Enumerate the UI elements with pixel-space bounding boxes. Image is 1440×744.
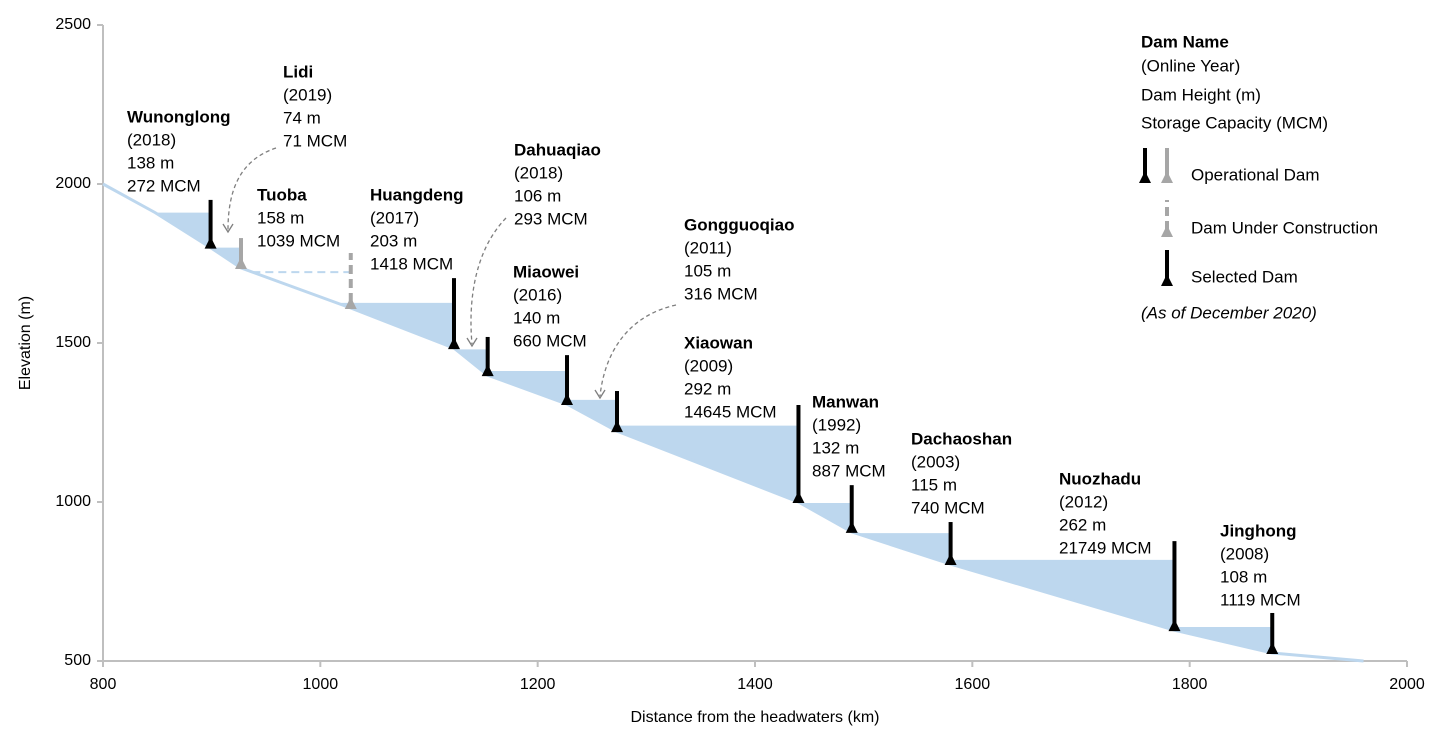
dam-storage: 887 MCM [812, 461, 886, 480]
dam-name: Jinghong [1220, 521, 1296, 540]
dam-height: 132 m [812, 438, 859, 457]
dam-height: 108 m [1220, 567, 1267, 586]
arrow-head [594, 389, 606, 400]
dam-name: Gongguoqiao [684, 215, 794, 234]
reservoir [336, 302, 454, 349]
legend-icon-base [1161, 225, 1173, 237]
dam-year: (2018) [127, 130, 176, 149]
dam-year: (2019) [283, 85, 332, 104]
dam-storage: 14645 MCM [684, 402, 777, 421]
x-tick-label: 800 [90, 676, 117, 693]
dam-base [1168, 619, 1181, 632]
dam-base [561, 393, 574, 406]
dam-year: (2017) [370, 208, 419, 227]
dam-year: (2016) [513, 285, 562, 304]
legend-note: (As of December 2020) [1141, 303, 1317, 322]
dam-storage: 1119 MCM [1220, 590, 1301, 609]
dam-base [792, 491, 805, 503]
legend-line: Dam Height (m) [1141, 85, 1261, 104]
dam-name: Lidi [283, 62, 313, 81]
dam-year: (2011) [684, 238, 732, 257]
dam-height: 74 m [283, 108, 321, 127]
dam-base [204, 236, 217, 249]
y-tick-label: 500 [64, 652, 91, 669]
pointer-arrow [599, 304, 677, 397]
legend-label: Operational Dam [1191, 165, 1320, 184]
pointer-arrow [470, 217, 507, 345]
dam-storage: 740 MCM [911, 498, 985, 517]
reservoir [555, 399, 617, 432]
y-tick-label: 1500 [55, 334, 91, 351]
dam-year: (2018) [514, 163, 563, 182]
x-tick-label: 1600 [955, 676, 991, 693]
dam-height: 138 m [127, 153, 174, 172]
legend-title: Dam Name [1141, 32, 1229, 51]
dam-name: Miaowei [513, 262, 579, 281]
x-tick-label: 2000 [1389, 676, 1425, 693]
dam-height: 115 m [911, 475, 957, 494]
dam-storage: 1418 MCM [370, 254, 453, 273]
dam-name: Tuoba [257, 185, 307, 204]
dam-base [235, 256, 248, 269]
dam-name: Manwan [812, 392, 879, 411]
y-tick-label: 1000 [55, 493, 91, 510]
x-tick-label: 1200 [520, 676, 556, 693]
dam-name: Huangdeng [370, 185, 464, 204]
dam-height: 158 m [257, 208, 304, 227]
dam-height: 203 m [370, 231, 417, 250]
y-tick-label: 2000 [55, 175, 91, 192]
x-axis-title: Distance from the headwaters (km) [631, 709, 880, 726]
x-tick-label: 1000 [303, 676, 339, 693]
dam-height: 106 m [514, 186, 561, 205]
dam-storage: 293 MCM [514, 209, 588, 228]
dam-base [447, 337, 460, 350]
dam-year: (2008) [1220, 544, 1269, 563]
dam-base [610, 420, 623, 433]
dam-name: Dahuaqiao [514, 140, 601, 159]
pointer-arrow [227, 147, 277, 231]
dam-height: 292 m [684, 379, 731, 398]
dam-year: (2009) [684, 356, 733, 375]
arrow-head [222, 223, 234, 234]
dam-storage: 1039 MCM [257, 231, 340, 250]
dam-name: Dachaoshan [911, 429, 1012, 448]
dam-height: 262 m [1059, 515, 1106, 534]
y-tick-label: 2500 [55, 16, 91, 33]
legend-line: Storage Capacity (MCM) [1141, 113, 1328, 132]
dam-base [944, 553, 957, 566]
x-tick-label: 1400 [737, 676, 773, 693]
legend-icon-base [1161, 171, 1173, 183]
dam-year: (1992) [812, 415, 861, 434]
dam-base [481, 364, 494, 377]
dam-storage: 272 MCM [127, 176, 201, 195]
dam-name: Wunonglong [127, 107, 231, 126]
legend-icon-base [1139, 171, 1151, 183]
dam-name: Nuozhadu [1059, 469, 1141, 488]
dam-base [1266, 642, 1279, 655]
dam-name: Xiaowan [684, 333, 753, 352]
arrow-head [466, 337, 478, 348]
dam-height: 105 m [684, 261, 731, 280]
dam-year: (2012) [1059, 492, 1108, 511]
legend-label: Dam Under Construction [1191, 218, 1378, 237]
x-tick-label: 1800 [1172, 676, 1208, 693]
dam-storage: 316 MCM [684, 284, 758, 303]
dam-height: 140 m [513, 308, 560, 327]
dam-storage: 71 MCM [283, 131, 347, 150]
y-axis-title: Elevation (m) [17, 296, 34, 390]
legend-line: (Online Year) [1141, 56, 1240, 75]
dam-base [845, 520, 858, 533]
dam-storage: 660 MCM [513, 331, 587, 350]
legend-icon-base [1161, 274, 1173, 286]
dam-year: (2003) [911, 452, 960, 471]
dam-storage: 21749 MCM [1059, 538, 1152, 557]
legend-label: Selected Dam [1191, 267, 1298, 286]
dam-base [344, 297, 357, 310]
